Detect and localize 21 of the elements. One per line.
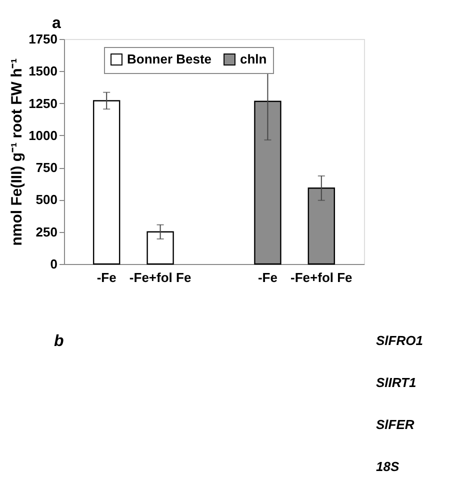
legend-label: chln — [240, 52, 267, 67]
y-tick-label: 750 — [36, 160, 58, 176]
legend-label: Bonner Beste — [127, 52, 212, 67]
y-tick-label: 0 — [50, 256, 58, 272]
x-tick-label: -Fe+fol Fe — [129, 270, 192, 285]
text: SlFER — [376, 417, 415, 432]
text: a — [52, 15, 61, 32]
text: SlFRO1 — [376, 333, 423, 348]
y-tick-label: 1750 — [28, 32, 58, 46]
text: 18S — [376, 459, 400, 474]
y-tick-label: 500 — [36, 192, 58, 208]
text: b — [54, 333, 64, 350]
x-tick-label: -Fe+fol Fe — [290, 270, 352, 285]
y-tick-label: 1250 — [28, 96, 58, 111]
text: SlIRT1 — [376, 375, 416, 390]
y-axis-title: nmol Fe(III) g⁻¹ root FW h⁻¹ — [8, 58, 26, 246]
y-tick-label: 1000 — [28, 128, 58, 143]
x-tick-label: -Fe — [258, 270, 278, 285]
x-tick-label: -Fe — [96, 270, 116, 285]
y-tick-label: 250 — [36, 224, 58, 240]
y-tick-label: 1500 — [28, 64, 58, 79]
